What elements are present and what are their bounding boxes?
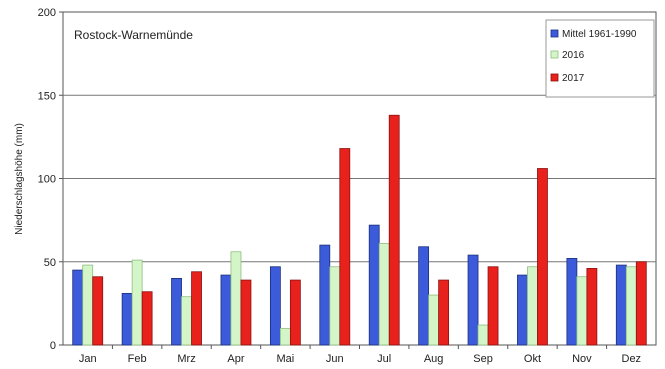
bar-apr-2017 xyxy=(240,279,252,346)
x-tick-label: Aug xyxy=(424,353,444,365)
bar-jul-2016 xyxy=(378,243,390,346)
bar-okt-mittel-1961-1990 xyxy=(517,274,528,346)
bar-sep-2016 xyxy=(477,324,489,346)
bar-okt-2016 xyxy=(527,266,538,346)
bar-mrz-2017 xyxy=(191,271,202,346)
bar-nov-2017 xyxy=(586,268,598,346)
bar-mai-mittel-1961-1990 xyxy=(269,266,281,346)
x-tick-label: Jan xyxy=(79,353,97,365)
legend-label-mittel: Mittel 1961-1990 xyxy=(562,29,637,40)
x-tick-label: Dez xyxy=(622,353,642,365)
station-annotation: Rostock-Warnemünde xyxy=(74,28,193,42)
bar-sep-mittel-1961-1990 xyxy=(467,254,479,346)
legend: Mittel 1961-1990 2016 2017 xyxy=(545,19,655,98)
legend-label-2016: 2016 xyxy=(562,50,585,61)
x-tick-label: Mai xyxy=(277,353,295,365)
bar-nov-2016 xyxy=(576,276,588,346)
y-tick-label: 150 xyxy=(38,90,56,102)
y-tick-label: 200 xyxy=(38,7,56,19)
x-tick-label: Sep xyxy=(473,353,493,365)
x-tick-label: Okt xyxy=(524,353,541,365)
bar-aug-mittel-1961-1990 xyxy=(418,246,430,346)
bar-nov-mittel-1961-1990 xyxy=(566,258,578,346)
bar-jan-2017 xyxy=(92,276,104,346)
x-tick-label: Jun xyxy=(326,353,344,365)
y-tick-label: 0 xyxy=(50,340,56,352)
bar-jul-2017 xyxy=(388,114,400,346)
bar-mrz-mittel-1961-1990 xyxy=(171,277,182,346)
legend-swatch-2017 xyxy=(550,73,559,82)
bar-apr-2016 xyxy=(230,251,242,346)
bar-jun-2017 xyxy=(339,148,351,346)
bar-feb-2017 xyxy=(141,291,153,346)
bar-aug-2017 xyxy=(438,279,450,346)
bar-aug-2016 xyxy=(428,294,440,346)
bar-layer xyxy=(72,114,647,346)
bar-jan-2016 xyxy=(82,264,94,346)
y-axis-label: Niederschlagshöhe (mm) xyxy=(14,123,25,235)
legend-swatch-2016 xyxy=(550,50,559,59)
bar-jun-mittel-1961-1990 xyxy=(319,244,331,346)
x-tick-label: Mrz xyxy=(177,353,195,365)
x-tick-label: Nov xyxy=(572,353,592,365)
x-tick-label: Apr xyxy=(227,353,244,365)
bar-mrz-2016 xyxy=(181,296,192,346)
bar-dez-2016 xyxy=(625,266,637,346)
bar-feb-mittel-1961-1990 xyxy=(121,292,133,346)
x-tick-label: Feb xyxy=(128,353,147,365)
y-tick-label: 100 xyxy=(38,174,56,186)
x-tick-label: Jul xyxy=(377,353,391,365)
legend-label-2017: 2017 xyxy=(562,73,585,84)
bar-dez-2017 xyxy=(635,261,647,346)
bar-okt-2017 xyxy=(537,168,548,346)
axis-layer: 0 50 100 150 200 Jan Feb Mrz Apr Mai Jun Jul Aug Sep O… xyxy=(38,7,641,365)
bar-sep-2017 xyxy=(487,266,499,346)
bar-jun-2016 xyxy=(329,266,341,346)
legend-box xyxy=(545,19,655,98)
bar-feb-2016 xyxy=(131,259,143,346)
legend-swatch-mittel xyxy=(550,29,559,38)
bar-mai-2016 xyxy=(279,327,291,346)
bar-apr-mittel-1961-1990 xyxy=(220,274,232,346)
bar-dez-mittel-1961-1990 xyxy=(615,264,627,346)
y-tick-label: 50 xyxy=(44,257,56,269)
bar-jan-mittel-1961-1990 xyxy=(72,269,84,346)
bar-mai-2017 xyxy=(289,279,301,346)
bar-jul-mittel-1961-1990 xyxy=(368,224,380,346)
